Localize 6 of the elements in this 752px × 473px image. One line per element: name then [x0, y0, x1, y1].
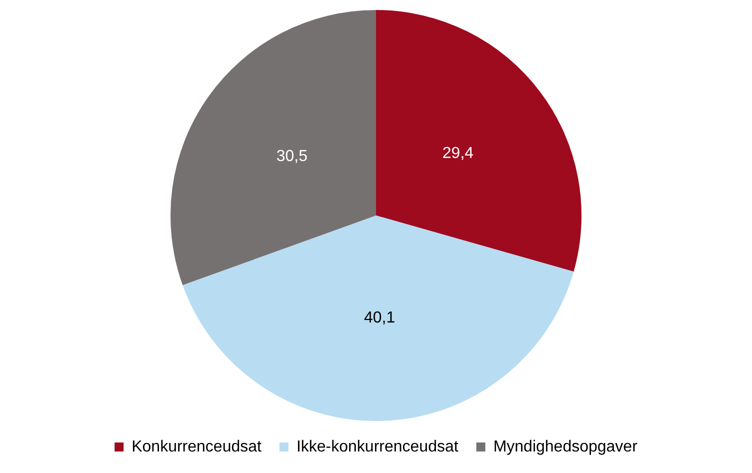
- legend-label: Ikke-konkurrenceudsat: [296, 438, 459, 456]
- legend-label: Myndighedsopgaver: [493, 438, 638, 456]
- data-label: 29,4: [442, 144, 474, 162]
- data-label: 40,1: [364, 310, 396, 327]
- data-label: 30,5: [276, 148, 308, 165]
- legend-label: Konkurrenceudsat: [132, 438, 262, 456]
